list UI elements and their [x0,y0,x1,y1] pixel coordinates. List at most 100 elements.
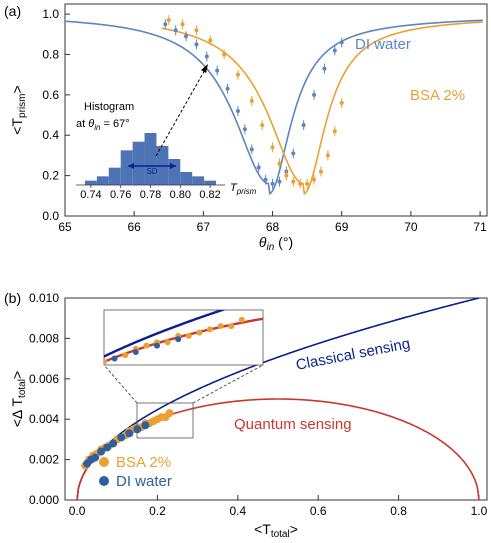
inset-data-point [228,323,235,330]
x-tick-label: 70 [404,220,418,234]
data-point [270,145,275,150]
histogram-subtitle: at θin = 67° [76,118,130,132]
data-point [163,22,168,27]
zoom-connector-left [103,364,138,404]
data-point [284,173,289,178]
histogram-bar [120,150,133,185]
panel-a-axes: 65 66 67 68 69 70 71 0.0 0.2 0.4 0.6 0.8 1.0 [42,7,487,234]
data-point [291,151,296,156]
histogram-bar [192,176,205,185]
data-point [318,169,323,174]
x-tick-label: 1.0 [471,504,488,518]
histogram-tick-label: 0.76 [110,189,131,201]
zoom-inset-frame [103,309,264,366]
y-tick-label: 0.002 [29,453,59,467]
y-tick-label: 0.2 [42,169,59,183]
zoom-connector-right [192,364,264,404]
y-tick-label: 0.006 [29,372,59,386]
histogram-xlabel: Tprism [230,182,257,196]
data-point [235,72,240,77]
panel-b: (b) 0.0 0.2 0.4 0.6 0.8 1.00.0000.0020.0040.0… [4,290,488,540]
data-point [184,34,189,39]
data-point [277,161,282,166]
x-tick-label: 68 [266,220,280,234]
inset-data-point [217,323,224,330]
data-point [312,92,317,97]
histogram-tick-label: 0.80 [170,189,191,201]
data-point [208,38,213,43]
data-point [277,179,282,184]
sd-arrow-left-head [128,163,134,169]
inset-data-point [164,339,171,346]
data-point [180,22,185,27]
y-tick-label: 1.0 [42,7,59,21]
panel-b-axes: 0.0 0.2 0.4 0.6 0.8 1.0 0.000 0.002 0.004 0.006 0.… [29,291,488,518]
series-label-bsa: BSA 2% [410,87,465,104]
inset-data-point [111,355,118,362]
data-point [97,447,106,456]
zoom-inset [103,309,264,366]
inset-data-point [175,336,182,343]
x-tick-label: 65 [58,220,72,234]
data-point [91,453,100,462]
y-tick-label: 0.000 [29,493,59,507]
data-point [339,40,344,45]
curve-label-quantum: Quantum sensing [234,416,352,433]
data-point [263,177,268,182]
inset-data-point [122,352,129,359]
histogram-pointer-arrowhead [201,64,208,73]
histogram-bar [204,180,217,185]
x-tick-label: 69 [335,220,349,234]
panel-b-ylabel: <Δ Ttotal> [9,371,28,427]
data-point [204,54,209,59]
panel-b-data-points [81,409,174,470]
data-point [260,123,265,128]
panel-b-label: (b) [4,290,21,306]
x-tick-label: 66 [128,220,142,234]
fit-curve-bsa [161,21,483,196]
histogram-title: Histogram [84,101,134,113]
histogram-pointer-line [155,67,207,157]
data-point [305,181,310,186]
x-tick-label: 0.6 [310,504,327,518]
inset-data-point [238,316,245,323]
data-point [215,68,220,73]
data-point [270,181,275,186]
fit-curve-di-water [64,19,483,196]
data-point [125,429,134,438]
panel-a-label: (a) [4,3,21,19]
data-point [332,129,337,134]
data-point [141,421,150,430]
y-tick-label: 0.008 [29,331,59,345]
x-tick-label: 71 [473,220,487,234]
inset-curve-classical [104,310,227,358]
y-tick-label: 0.6 [42,88,59,102]
data-point [194,42,199,47]
data-point [249,98,254,103]
panel-b-legend: BSA 2% DI water [99,454,172,490]
panel-b-frame [64,297,488,501]
y-tick-label: 0.8 [42,47,59,61]
x-tick-label: 67 [197,220,211,234]
legend-marker-di-water [99,476,109,486]
panel-a: (a) 65 66 67 68 69 70 71 0.0 0.2 0.4 0.6 0.8 1.0 <Tp… [4,3,488,253]
histogram-bars [84,133,217,185]
zoom-region-box [136,402,194,439]
data-point [173,28,178,33]
data-point [235,109,240,114]
inset-data-point [196,329,203,336]
series-label-di-water: DI water [355,36,411,53]
data-point [165,409,174,418]
legend-marker-bsa [99,457,109,467]
data-point [301,123,306,128]
sd-label: SD [146,167,157,176]
x-tick-label: 0.0 [69,504,86,518]
y-tick-label: 0.004 [29,412,59,426]
inset-data-point [154,342,160,349]
inset-data-point [207,326,213,333]
data-point [332,48,337,53]
curve-classical-sensing [76,297,480,501]
data-point [298,181,303,186]
histogram-bar [96,176,109,185]
histogram-axis: 0.74 0.76 0.78 0.80 0.82 [76,184,225,201]
